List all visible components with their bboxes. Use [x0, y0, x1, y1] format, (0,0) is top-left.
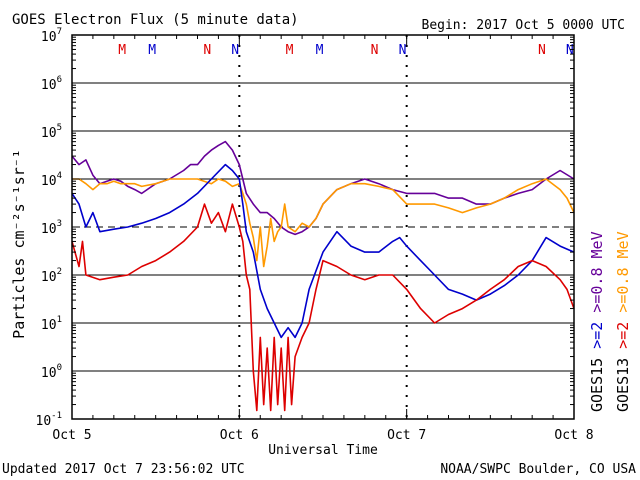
mn-marker-label: M — [118, 43, 126, 58]
legend-entry: >=0.8 — [588, 268, 606, 322]
series-line — [71, 163, 575, 339]
y-tick-label: 10-1 — [36, 411, 63, 429]
series-line — [71, 140, 575, 236]
legend-entry: >=0.8 — [614, 268, 632, 322]
legend-entry: MeV — [588, 231, 606, 267]
legend-entry: >=2 — [588, 322, 606, 358]
y-tick-label: 104 — [41, 171, 62, 189]
y-tick-label: 103 — [41, 219, 62, 237]
x-tick-label: Oct 5 — [52, 428, 91, 443]
y-tick-label: 100 — [41, 363, 62, 381]
series-line — [72, 178, 575, 268]
mn-marker-label: N — [566, 43, 574, 58]
mn-marker-label: N — [538, 43, 546, 58]
legend-entry: >=2 — [614, 322, 632, 358]
mn-marker-label: N — [399, 43, 407, 58]
mn-marker-label: M — [286, 43, 294, 58]
gridlines — [72, 82, 574, 372]
plot-series — [71, 140, 575, 412]
y-tick-label: 105 — [41, 123, 62, 141]
mn-marker-label: N — [231, 43, 239, 58]
mn-marker-label: M — [316, 43, 324, 58]
x-tick-label: Oct 7 — [387, 428, 426, 443]
mn-marker-label: M — [148, 43, 156, 58]
y-tick-label: 106 — [41, 75, 62, 93]
credit-label: NOAA/SWPC Boulder, CO USA — [440, 462, 636, 477]
y-axis-label: Particles cm⁻²s⁻¹sr⁻¹ — [10, 149, 28, 339]
begin-label: Begin: 2017 Oct 5 0000 UTC — [422, 18, 626, 33]
mn-marker-label: N — [203, 43, 211, 58]
legend-entry: MeV — [614, 231, 632, 267]
legend-column: GOES13 >=2 >=0.8 MeV — [614, 231, 632, 412]
legend-entry: GOES13 — [614, 358, 632, 412]
updated-timestamp: Updated 2017 Oct 7 23:56:02 UTC — [2, 462, 245, 477]
y-tick-label: 102 — [41, 267, 62, 285]
legend-entry: GOES15 — [588, 358, 606, 412]
chart-title: GOES Electron Flux (5 minute data) — [12, 12, 299, 28]
y-axis-ticks: 10-1 100 101 102 103 104 105 106 107 — [36, 27, 574, 429]
y-tick-label: 101 — [41, 315, 62, 333]
legend-column: GOES15 >=2 >=0.8 MeV — [588, 231, 606, 412]
mn-marker-label: N — [371, 43, 379, 58]
x-axis-label: Universal Time — [268, 443, 378, 458]
x-axis-ticks: Oct 5 Oct 6 Oct 7 Oct 8 — [52, 35, 594, 443]
y-tick-label: 107 — [41, 27, 62, 45]
x-tick-label: Oct 6 — [220, 428, 259, 443]
series-line — [71, 203, 575, 412]
x-tick-label: Oct 8 — [554, 428, 593, 443]
